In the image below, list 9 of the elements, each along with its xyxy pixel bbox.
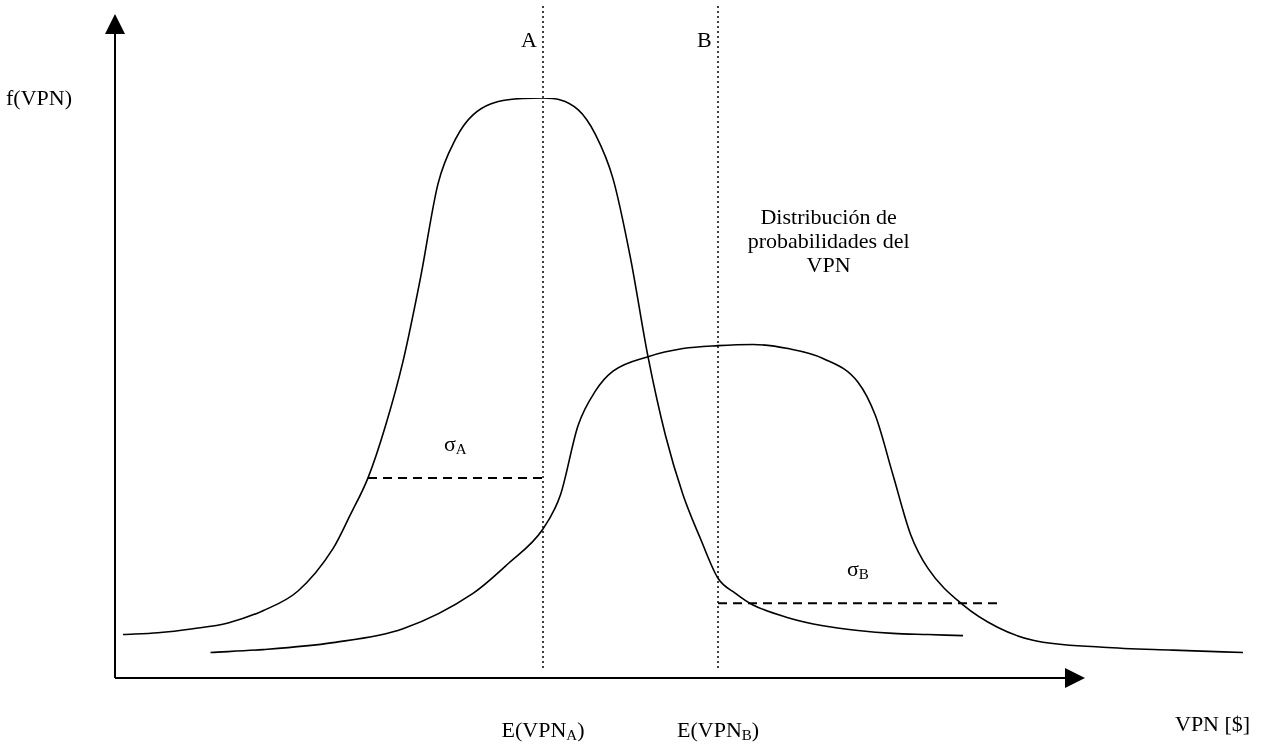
x-tick-label: E(VPN$_{A}$): [501, 717, 585, 744]
x-axis-title: VPN [$]: [1175, 711, 1251, 737]
ref-line-label: B: [697, 27, 712, 53]
series-label: σ$_{A}$: [444, 430, 467, 458]
annotation: Distribución de probabilidades del VPN: [746, 204, 911, 278]
ref-line-label: A: [521, 27, 537, 53]
series-label: σ$_{B}$: [847, 556, 869, 583]
x-tick-label: E(VPN$_{B}$): [677, 717, 760, 744]
y-axis-title: f(VPN): [6, 85, 72, 111]
